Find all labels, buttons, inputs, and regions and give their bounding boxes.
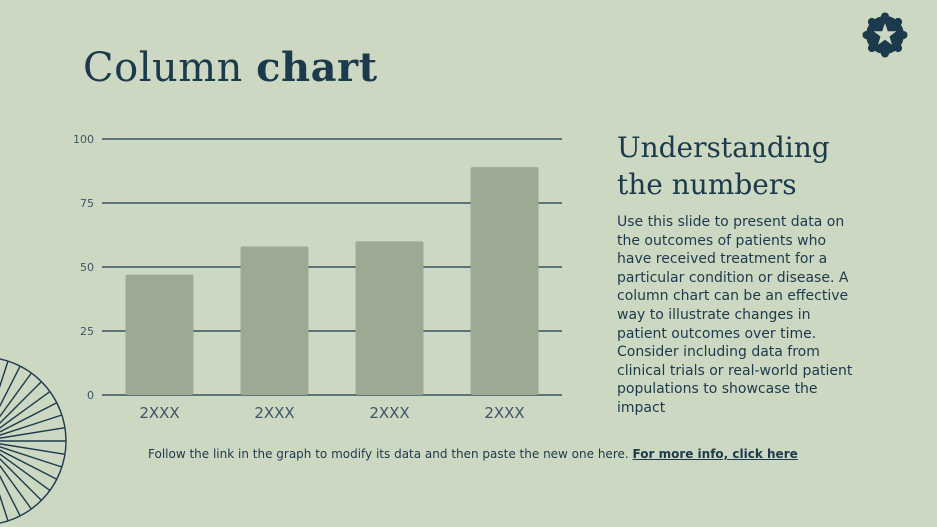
page-title: Column chart [83,44,378,91]
star-badge-icon [862,12,908,58]
bar-2 [240,246,309,395]
side-heading: Understanding the numbers [617,129,917,203]
y-tick-label: 75 [80,197,94,210]
x-tick-label: 2XXX [484,404,524,422]
x-tick-label: 2XXX [139,404,179,422]
chart-y-axis: 0 25 50 75 100 [73,133,94,402]
footer-text: Follow the link in the graph to modify i… [148,447,629,461]
title-bold: chart [256,44,378,91]
y-tick-label: 0 [87,389,94,402]
x-tick-label: 2XXX [369,404,409,422]
column-chart: 0 25 50 75 100 2XXX 2XXX 2XXX 2XXX [73,133,562,422]
x-tick-label: 2XXX [254,404,294,422]
y-tick-label: 100 [73,133,94,146]
side-heading-line2: the numbers [617,168,797,201]
title-light: Column [83,45,243,91]
bar-1 [125,274,194,395]
y-tick-label: 25 [80,325,94,338]
sunburst-icon [0,358,67,524]
y-tick-label: 50 [80,261,94,274]
side-body-text: Use this slide to present data on the ou… [617,214,853,416]
chart-bars [125,167,539,395]
bar-3 [355,241,424,395]
bar-4 [470,167,539,395]
more-info-link[interactable]: For more info, click here [632,447,798,461]
chart-x-axis: 2XXX 2XXX 2XXX 2XXX [139,404,524,422]
side-heading-line1: Understanding [617,131,830,164]
footer-note: Follow the link in the graph to modify i… [148,447,798,461]
